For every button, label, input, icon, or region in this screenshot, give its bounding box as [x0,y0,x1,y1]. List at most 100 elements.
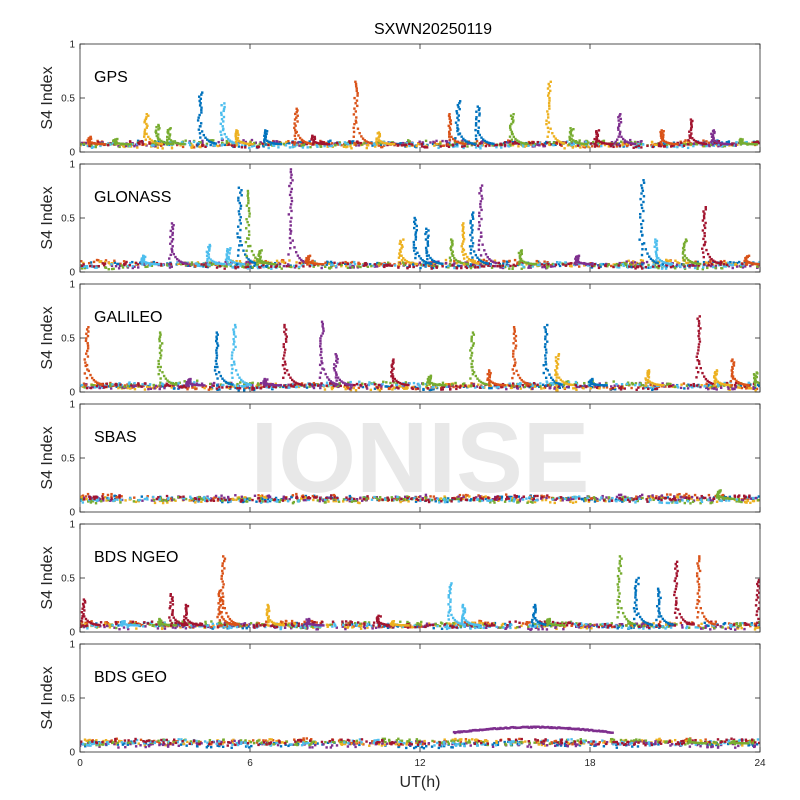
data-point [414,252,417,256]
data-point [520,252,523,256]
data-point [387,142,391,146]
data-point [425,384,429,387]
data-point [147,262,151,265]
data-point [352,140,355,143]
data-point [698,315,701,318]
data-point [512,349,515,353]
data-point [693,142,696,146]
data-point [86,342,89,345]
data-point [706,266,709,270]
data-point [152,140,155,143]
data-point [317,264,320,267]
data-point [215,346,219,350]
data-point [590,145,594,148]
data-point [556,373,559,376]
data-point [543,262,546,266]
data-point [609,387,612,391]
data-point [317,262,320,266]
data-point [703,263,706,266]
data-point [269,141,272,144]
data-point [233,340,236,343]
data-point [237,199,240,202]
data-point [174,141,178,145]
data-point [491,260,495,263]
data-point [520,143,523,146]
data-point [528,141,531,145]
data-point [652,261,655,265]
data-point [240,194,243,197]
data-point [540,142,544,146]
data-point [618,122,621,126]
data-point [80,267,84,270]
data-point [518,263,521,266]
data-point [543,326,546,329]
data-point [481,197,484,200]
data-point [140,260,143,264]
data-point [179,385,183,388]
data-point [739,263,743,267]
data-point [248,233,251,237]
data-point [149,387,153,390]
data-point [739,384,742,387]
data-point [424,265,427,268]
data-point [250,145,254,148]
data-point [428,382,431,385]
data-point [205,265,208,268]
data-point [704,261,708,264]
data-point [308,254,312,257]
data-point [402,141,405,145]
data-point [637,143,640,146]
data-point [599,140,602,144]
data-point [695,376,698,379]
data-point [590,266,594,269]
data-point [484,383,488,386]
data-point [143,255,147,259]
data-point [270,262,274,266]
y-tick-label: 0.5 [61,94,75,105]
data-point [245,249,248,252]
data-point [129,387,132,390]
data-point [210,139,213,142]
data-point [529,383,532,386]
data-point [549,89,552,93]
data-point [471,236,474,239]
data-point [356,94,359,97]
data-point [688,264,691,268]
data-point [665,263,668,267]
data-point [416,387,420,390]
data-point [267,385,271,388]
data-point [356,104,359,108]
data-point [592,140,595,144]
data-point [746,260,749,263]
data-point [672,142,676,146]
data-point [154,130,157,134]
data-point [471,372,475,376]
data-point [704,240,707,244]
data-point [266,139,269,143]
data-point [612,145,615,149]
data-point [204,136,207,139]
data-point [603,143,607,147]
data-point [456,145,459,148]
data-point [439,386,443,390]
data-point [607,142,611,146]
data-point [290,209,293,213]
data-point [430,265,433,268]
data-point [199,136,202,139]
data-point [577,261,581,264]
data-point [420,263,424,267]
data-point [430,381,433,385]
data-point [455,387,458,391]
data-point [488,379,491,382]
data-point [98,260,101,264]
data-point [483,261,486,264]
data-point [334,384,337,387]
data-point [231,144,234,147]
data-point [325,384,328,387]
data-point [670,143,674,147]
data-point [512,342,515,345]
data-point [352,386,356,390]
data-point [269,143,272,146]
data-point [561,141,564,145]
data-point [230,354,234,357]
